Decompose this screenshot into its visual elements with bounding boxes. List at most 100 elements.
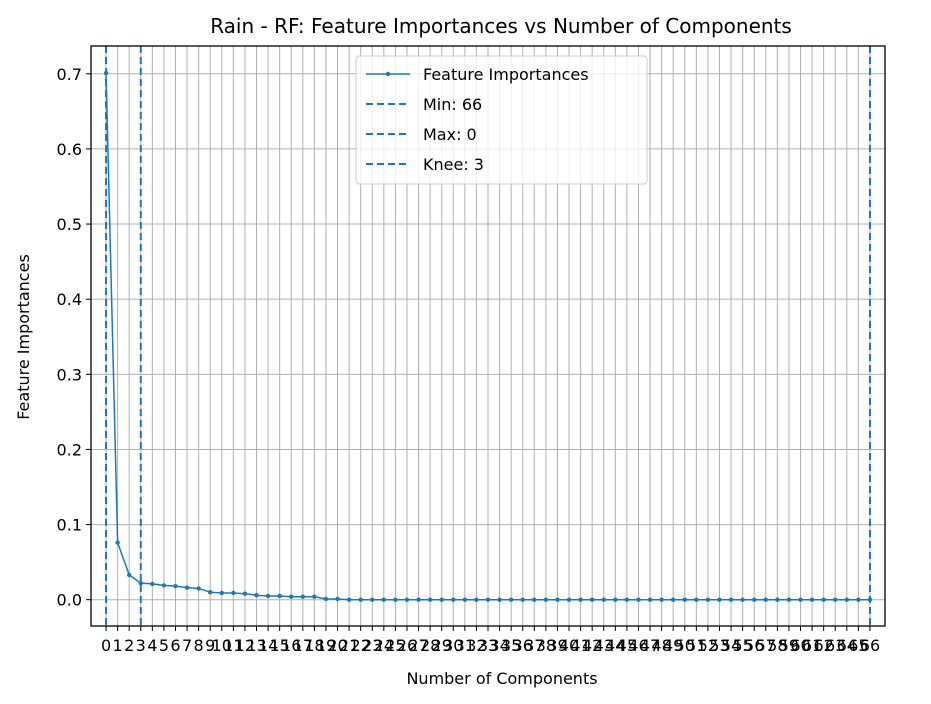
data-point [208,589,213,595]
data-point [474,597,479,602]
x-tick-label: 39 [547,636,567,655]
x-tick-label: 49 [663,636,683,655]
data-point [115,540,120,545]
data-point [323,596,329,602]
x-tick-label: 33 [478,636,498,655]
legend-series-marker [385,71,391,77]
data-point [300,594,306,599]
data-point [821,597,826,602]
data-point [289,594,294,599]
data-point [277,593,282,599]
y-tick-label: 0.1 [57,516,82,535]
x-tick-label: 17 [293,636,313,655]
x-tick-label: 6 [170,636,180,655]
legend-label-max: Max: 0 [423,125,477,144]
x-tick-label: 37 [524,636,544,655]
data-point [427,597,433,602]
x-tick-label: 28 [420,636,440,655]
data-point [775,597,780,602]
data-point [856,597,861,602]
data-point [809,597,815,602]
x-tick-label: 10 [212,636,232,655]
x-tick-label: 23 [362,636,382,655]
chart-title: Rain - RF: Feature Importances vs Number… [210,14,792,38]
data-point [173,583,178,589]
x-tick-label: 14 [258,636,278,655]
x-tick-label: 48 [651,636,671,655]
data-point [265,593,271,599]
x-tick-label: 56 [744,636,764,655]
y-tick-label: 0.5 [57,215,82,234]
x-tick-label: 16 [281,636,301,655]
x-tick-label: 19 [316,636,336,655]
x-tick-label: 26 [397,636,417,655]
x-tick-label: 7 [182,636,192,655]
data-point [786,597,792,602]
y-axis-label: Feature Importances [14,254,33,420]
x-tick-label: 18 [304,636,324,655]
data-point [763,597,768,602]
data-point [184,585,190,590]
x-tick-label: 1 [113,636,123,655]
data-point [462,597,468,602]
data-point [126,572,132,578]
data-point [833,597,838,602]
x-tick-label: 9 [205,636,215,655]
data-point [613,597,618,602]
data-point [358,597,363,602]
data-point [393,597,398,602]
data-point [589,597,595,602]
x-tick-label: 62 [813,636,833,655]
x-tick-label: 30 [443,636,463,655]
data-point [150,581,155,587]
data-point [312,594,317,599]
y-tick-label: 0.6 [57,140,82,159]
x-tick-label: 42 [582,636,602,655]
data-point [231,590,236,596]
data-point [670,597,676,602]
data-point [242,591,248,596]
x-tick-label: 53 [709,636,729,655]
data-point [497,597,502,602]
data-point [624,597,630,602]
legend-label-knee: Knee: 3 [423,155,484,174]
x-axis-label: Number of Components [406,669,597,688]
x-tick-label: 50 [675,636,695,655]
data-point [254,592,259,598]
x-tick-label: 36 [513,636,533,655]
x-tick-label: 57 [756,636,776,655]
data-point [682,597,687,602]
x-tick-label: 5 [159,636,169,655]
x-tick-label: 38 [536,636,556,655]
x-tick-label: 8 [194,636,204,655]
data-point [532,597,537,602]
x-tick-label: 25 [385,636,405,655]
x-tick-label: 0 [101,636,111,655]
data-point [659,597,664,602]
x-tick-label: 35 [501,636,521,655]
x-tick-label: 13 [246,636,266,655]
y-tick-label: 0.2 [57,440,82,459]
y-tick-label: 0.7 [57,65,82,84]
x-tick-label: 45 [617,636,637,655]
x-tick-label: 3 [136,636,146,655]
x-tick-label: 55 [732,636,752,655]
data-point [161,583,167,588]
x-tick-label: 31 [455,636,475,655]
x-tick-label: 61 [802,636,822,655]
data-point [485,597,491,602]
legend: Feature Importances Min: 66 Max: 0 Knee:… [355,55,648,185]
data-point [867,597,873,602]
x-tick-label: 64 [837,636,857,655]
data-point [566,597,572,602]
legend-label-min: Min: 66 [423,95,482,114]
x-tick-label: 59 [779,636,799,655]
x-tick-label: 41 [570,636,590,655]
reference-lines [105,46,871,626]
data-point [601,597,606,602]
x-tick-label: 58 [767,636,787,655]
data-point [416,597,421,602]
data-point [578,597,583,602]
x-tick-label: 15 [269,636,289,655]
x-tick-label: 40 [559,636,579,655]
